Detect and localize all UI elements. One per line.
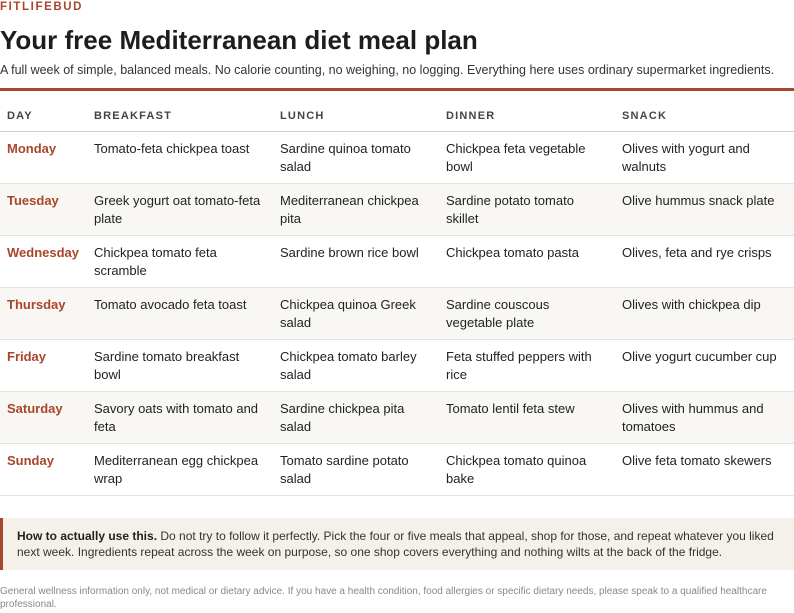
page-title: Your free Mediterranean diet meal plan — [0, 25, 478, 55]
column-header-snack: SNACK — [615, 100, 794, 132]
column-header-day: DAY — [0, 100, 87, 132]
dinner-cell: Sardine potato tomato skillet — [439, 183, 615, 236]
table-row: Tuesday Greek yogurt oat tomato-feta pla… — [0, 183, 794, 236]
meal-plan-table: DAY BREAKFAST LUNCH DINNER SNACK Monday … — [0, 100, 794, 496]
dinner-cell: Sardine couscous vegetable plate — [439, 287, 615, 340]
dinner-cell: Chickpea tomato pasta — [439, 235, 615, 288]
snack-cell: Olive feta tomato skewers — [615, 443, 794, 496]
column-header-dinner: DINNER — [439, 100, 615, 132]
breakfast-cell: Tomato avocado feta toast — [87, 287, 273, 340]
table-row: Sunday Mediterranean egg chickpea wrap T… — [0, 443, 794, 496]
dinner-cell: Tomato lentil feta stew — [439, 391, 615, 444]
day-cell: Sunday — [0, 443, 87, 496]
usage-tip-lead: How to actually use this. — [17, 529, 158, 543]
breakfast-cell: Tomato-feta chickpea toast — [87, 131, 273, 184]
lunch-cell: Sardine chickpea pita salad — [273, 391, 439, 444]
day-cell: Tuesday — [0, 183, 87, 236]
lunch-cell: Sardine brown rice bowl — [273, 235, 439, 288]
table-header-row: DAY BREAKFAST LUNCH DINNER SNACK — [0, 100, 794, 132]
day-cell: Friday — [0, 339, 87, 392]
snack-cell: Olive yogurt cucumber cup — [615, 339, 794, 392]
dinner-cell: Chickpea feta vegetable bowl — [439, 131, 615, 184]
snack-cell: Olives with yogurt and walnuts — [615, 131, 794, 184]
snack-cell: Olive hummus snack plate — [615, 183, 794, 236]
table-row: Monday Tomato-feta chickpea toast Sardin… — [0, 131, 794, 184]
dinner-cell: Chickpea tomato quinoa bake — [439, 443, 615, 496]
snack-cell: Olives, feta and rye crisps — [615, 235, 794, 288]
breakfast-cell: Sardine tomato breakfast bowl — [87, 339, 273, 392]
table-row: Saturday Savory oats with tomato and fet… — [0, 391, 794, 444]
breakfast-cell: Greek yogurt oat tomato-feta plate — [87, 183, 273, 236]
table-row: Wednesday Chickpea tomato feta scramble … — [0, 235, 794, 288]
day-cell: Monday — [0, 131, 87, 184]
snack-cell: Olives with hummus and tomatoes — [615, 391, 794, 444]
lunch-cell: Chickpea quinoa Greek salad — [273, 287, 439, 340]
dinner-cell: Feta stuffed peppers with rice — [439, 339, 615, 392]
table-row: Thursday Tomato avocado feta toast Chick… — [0, 287, 794, 340]
breakfast-cell: Savory oats with tomato and feta — [87, 391, 273, 444]
usage-tip-text: Do not try to follow it perfectly. Pick … — [17, 529, 774, 559]
accent-divider — [0, 88, 794, 91]
lunch-cell: Mediterranean chickpea pita — [273, 183, 439, 236]
lunch-cell: Tomato sardine potato salad — [273, 443, 439, 496]
usage-tip-callout: How to actually use this. Do not try to … — [0, 518, 794, 570]
day-cell: Wednesday — [0, 235, 87, 288]
column-header-lunch: LUNCH — [273, 100, 439, 132]
snack-cell: Olives with chickpea dip — [615, 287, 794, 340]
column-header-breakfast: BREAKFAST — [87, 100, 273, 132]
page-subtitle: A full week of simple, balanced meals. N… — [0, 63, 775, 77]
table-row: Friday Sardine tomato breakfast bowl Chi… — [0, 339, 794, 392]
disclaimer: General wellness information only, not m… — [0, 586, 767, 610]
breakfast-cell: Chickpea tomato feta scramble — [87, 235, 273, 288]
lunch-cell: Sardine quinoa tomato salad — [273, 131, 439, 184]
day-cell: Saturday — [0, 391, 87, 444]
day-cell: Thursday — [0, 287, 87, 340]
breakfast-cell: Mediterranean egg chickpea wrap — [87, 443, 273, 496]
brand-logo[interactable]: FITLIFEBUD — [0, 1, 84, 13]
lunch-cell: Chickpea tomato barley salad — [273, 339, 439, 392]
